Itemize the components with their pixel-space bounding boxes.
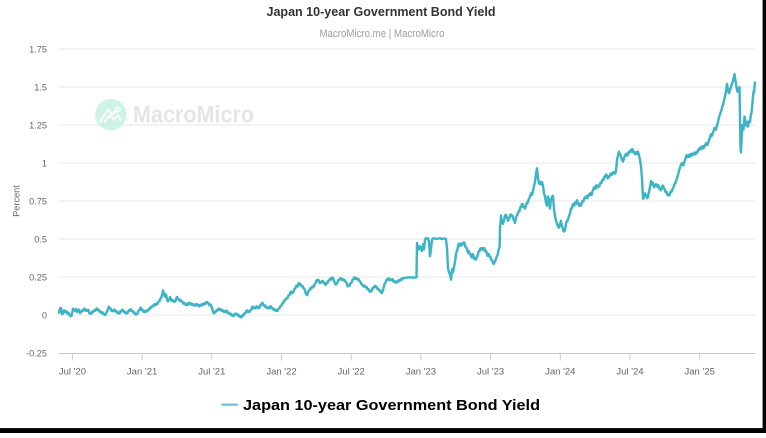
svg-text:Jan '21: Jan '21: [127, 367, 157, 378]
svg-text:Japan 10-year Government Bond: Japan 10-year Government Bond Yield: [243, 397, 540, 414]
svg-text:0.25: 0.25: [29, 272, 47, 282]
svg-text:Percent: Percent: [12, 185, 22, 217]
svg-text:Jul '20: Jul '20: [59, 367, 86, 378]
svg-text:1.75: 1.75: [29, 44, 47, 54]
svg-text:MacroMicro.me | MacroMicro: MacroMicro.me | MacroMicro: [320, 28, 445, 40]
svg-text:Jul '23: Jul '23: [477, 367, 504, 378]
svg-text:MacroMicro: MacroMicro: [133, 102, 254, 129]
svg-text:1: 1: [42, 158, 47, 168]
svg-text:1.5: 1.5: [34, 82, 47, 92]
svg-text:Jul '21: Jul '21: [198, 367, 225, 378]
svg-text:Japan 10-year Government Bond: Japan 10-year Government Bond Yield: [267, 4, 496, 19]
svg-text:0: 0: [42, 310, 47, 320]
svg-text:0.75: 0.75: [29, 196, 47, 206]
svg-text:Jul '22: Jul '22: [338, 367, 365, 378]
svg-text:Jan '25: Jan '25: [685, 367, 715, 378]
svg-text:Jul '24: Jul '24: [616, 367, 643, 378]
svg-text:-0.25: -0.25: [26, 348, 47, 358]
svg-text:1.25: 1.25: [29, 120, 47, 130]
svg-text:Jan '24: Jan '24: [545, 367, 575, 378]
svg-text:0.5: 0.5: [34, 234, 47, 244]
svg-text:Jan '22: Jan '22: [266, 367, 296, 378]
svg-text:Jan '23: Jan '23: [406, 367, 436, 378]
